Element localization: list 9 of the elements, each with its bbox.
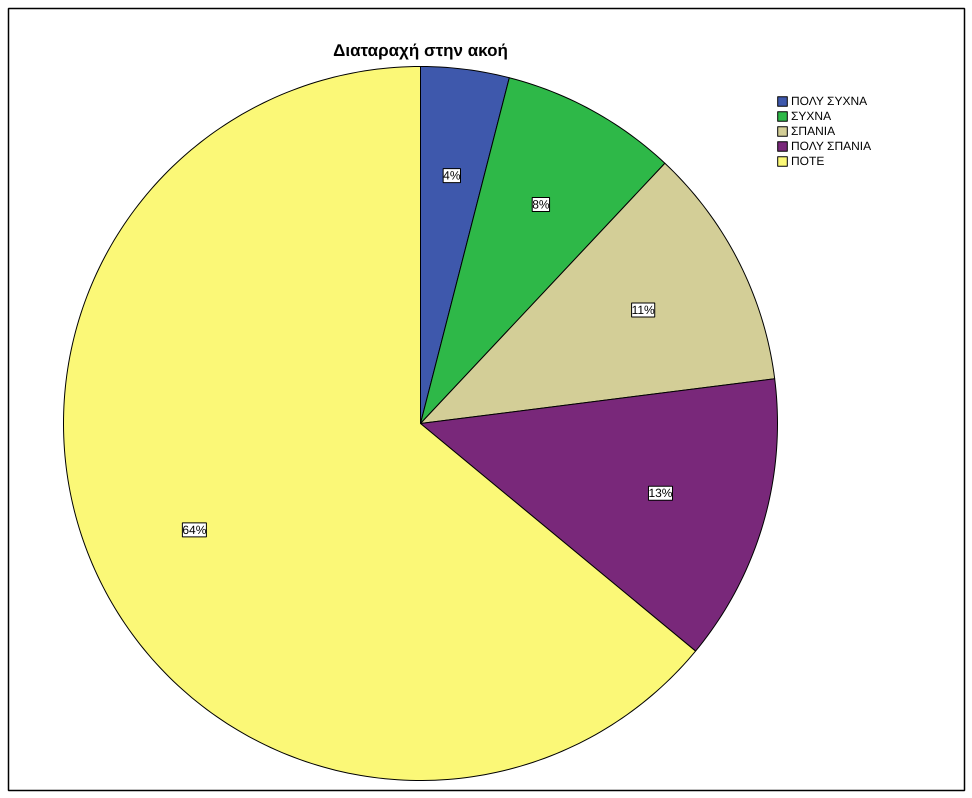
data-label: 4%: [443, 168, 461, 183]
legend-label: ΠΟΛΥ ΣΥΧΝΑ: [791, 94, 868, 108]
data-label: 13%: [648, 486, 673, 500]
legend-label: ΠΟΤΕ: [791, 154, 824, 168]
legend-label: ΠΟΛΥ ΣΠΑΝΙΑ: [791, 139, 872, 153]
data-label: 64%: [182, 522, 207, 537]
chart-title: Διαταραχή στην ακοή: [333, 41, 508, 60]
legend-label: ΣΠΑΝΙΑ: [791, 124, 836, 138]
legend-label: ΣΥΧΝΑ: [791, 109, 832, 123]
